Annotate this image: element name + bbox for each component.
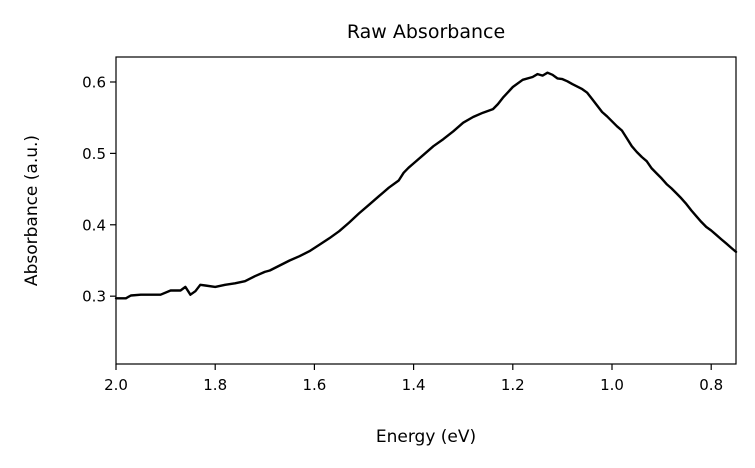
y-tick-label: 0.4	[82, 216, 106, 234]
y-tick-label: 0.5	[82, 145, 106, 163]
chart-title: Raw Absorbance	[347, 21, 505, 43]
x-tick-label: 1.2	[501, 376, 525, 394]
x-tick-label: 1.6	[302, 376, 326, 394]
absorbance-series-line	[114, 71, 738, 300]
plot-frame	[115, 56, 737, 365]
y-tick-label: 0.6	[82, 73, 106, 91]
x-tick-label: 0.8	[699, 376, 723, 394]
x-tick-label: 2.0	[104, 376, 128, 394]
y-tick-label: 0.3	[82, 288, 106, 306]
x-tick-label: 1.4	[402, 376, 426, 394]
x-tick-label: 1.8	[203, 376, 227, 394]
y-axis-label: Absorbance (a.u.)	[22, 135, 42, 286]
y-axis-ticks: 0.3 0.4 0.5 0.6	[82, 73, 116, 306]
x-axis-ticks: 2.0 1.8 1.6 1.4 1.2 1.0 0.8	[104, 364, 723, 394]
x-axis-label: Energy (eV)	[376, 427, 476, 447]
x-tick-label: 1.0	[600, 376, 624, 394]
